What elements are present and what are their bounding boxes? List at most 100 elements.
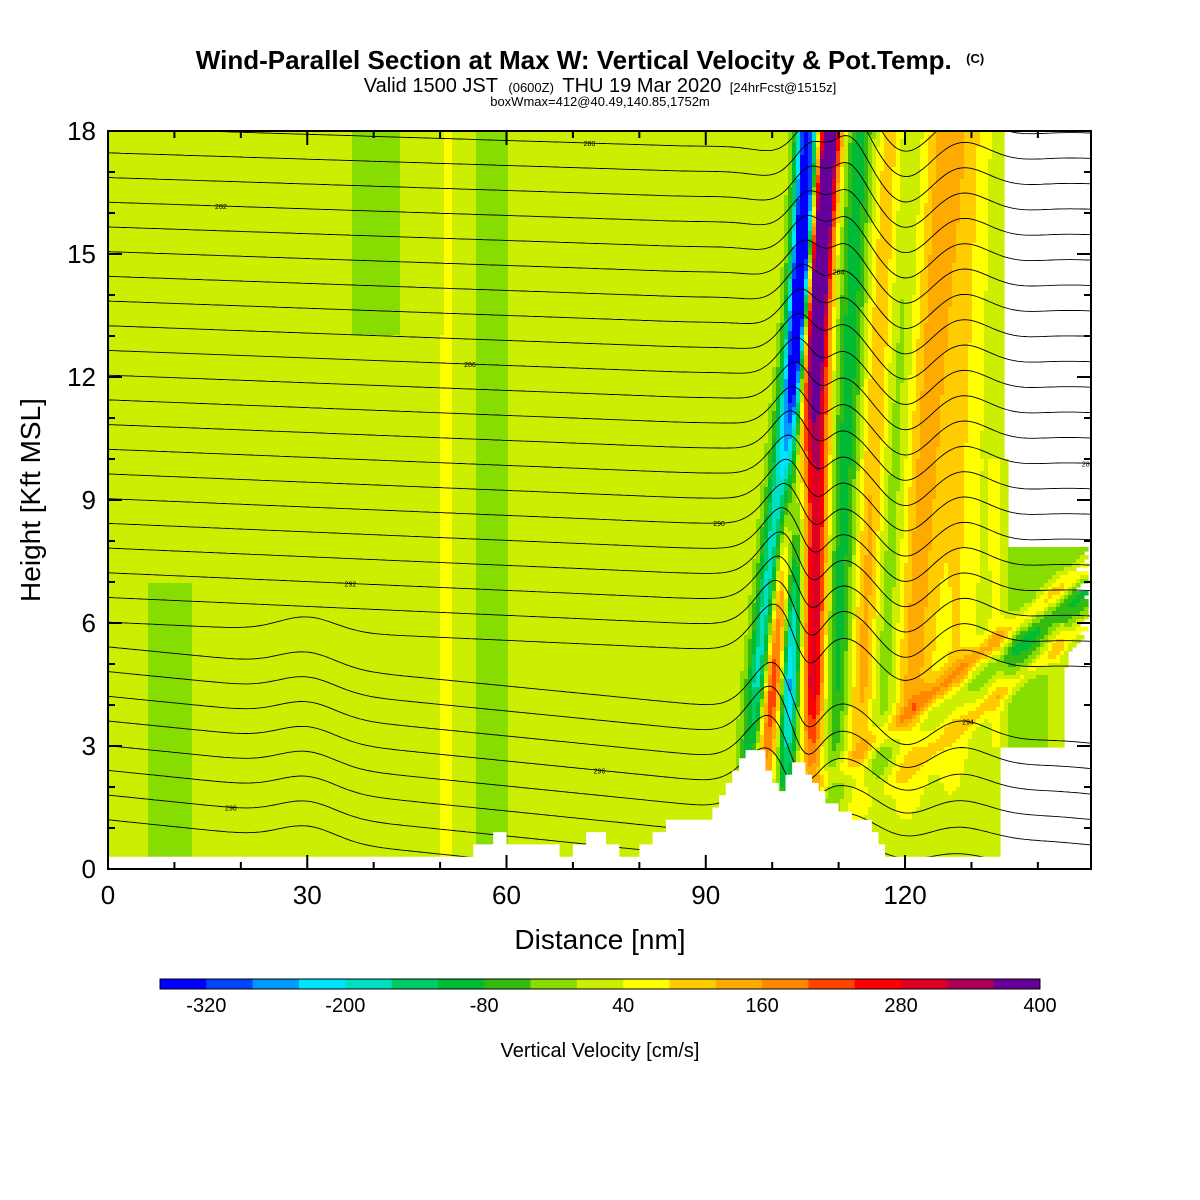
w-field-cell: [852, 415, 857, 420]
w-field-cell: [780, 511, 785, 516]
w-field-cell: [840, 375, 845, 380]
w-field-cell: [936, 447, 965, 452]
w-field-cell: [868, 203, 873, 208]
w-field-cell: [792, 183, 797, 188]
w-field-cell: [860, 543, 869, 548]
w-field-cell: [788, 311, 793, 316]
w-field-cell: [892, 603, 901, 608]
w-field-cell: [932, 211, 961, 216]
w-field-cell: [752, 631, 757, 636]
w-field-cell: [912, 591, 929, 596]
w-field-cell: [852, 559, 857, 564]
w-field-cell: [896, 491, 905, 496]
w-field-cell: [980, 567, 989, 572]
w-field-cell: [792, 479, 797, 484]
w-field-cell: [792, 431, 797, 436]
w-field-cell: [808, 299, 813, 304]
w-field-cell: [508, 555, 757, 560]
w-field-cell: [964, 527, 981, 532]
w-field-cell: [760, 635, 765, 640]
w-field-cell: [808, 283, 813, 288]
w-field-cell: [844, 183, 849, 188]
w-field-cell: [848, 599, 853, 604]
w-field-cell: [812, 579, 821, 584]
w-field-cell: [988, 483, 1001, 488]
w-field-cell: [820, 139, 825, 144]
w-field-cell: [108, 375, 441, 380]
w-field-cell: [864, 483, 881, 488]
w-field-cell: [768, 507, 773, 512]
w-field-cell: [1000, 491, 1009, 496]
w-field-cell: [868, 211, 873, 216]
w-field-cell: [476, 599, 509, 604]
w-field-cell: [772, 583, 777, 588]
w-field-cell: [508, 299, 781, 304]
w-field-cell: [792, 607, 797, 612]
w-field-cell: [924, 339, 949, 344]
w-field-cell: [916, 407, 921, 412]
w-field-cell: [768, 427, 773, 432]
w-field-cell: [764, 599, 769, 604]
w-field-cell: [828, 315, 833, 320]
w-field-cell: [752, 571, 757, 576]
w-field-cell: [776, 407, 781, 412]
w-field-cell: [764, 491, 769, 496]
w-field-cell: [872, 239, 877, 244]
w-field-cell: [920, 207, 925, 212]
w-field-cell: [108, 571, 441, 576]
w-field-cell: [840, 471, 849, 476]
w-field-cell: [892, 239, 897, 244]
w-field-cell: [988, 171, 1005, 176]
w-field-cell: [956, 239, 977, 244]
w-field-cell: [352, 199, 401, 204]
w-field-cell: [476, 135, 509, 140]
w-field-cell: [924, 203, 933, 208]
w-field-cell: [756, 603, 761, 608]
w-field-cell: [904, 519, 909, 524]
w-field-cell: [896, 135, 905, 140]
w-field-cell: [836, 499, 841, 504]
w-field-cell: [808, 483, 813, 488]
w-field-cell: [952, 631, 961, 636]
w-field-cell: [856, 463, 861, 468]
w-field-cell: [844, 271, 849, 276]
w-field-cell: [872, 243, 877, 248]
w-field-cell: [784, 467, 789, 472]
w-field-cell: [440, 555, 453, 560]
w-field-cell: [1028, 607, 1045, 612]
w-field-cell: [760, 559, 765, 564]
w-field-cell: [904, 319, 913, 324]
w-field-cell: [832, 247, 837, 252]
w-field-cell: [108, 315, 353, 320]
w-field-cell: [844, 243, 849, 248]
w-field-cell: [760, 527, 765, 532]
w-field-cell: [856, 355, 861, 360]
w-field-cell: [872, 579, 877, 584]
w-field-cell: [840, 459, 853, 464]
w-field-cell: [836, 331, 841, 336]
w-field-cell: [864, 463, 881, 468]
w-field-cell: [864, 199, 869, 204]
w-field-cell: [836, 287, 841, 292]
w-field-cell: [804, 371, 809, 376]
w-field-cell: [992, 611, 1001, 616]
w-field-cell: [1044, 607, 1049, 612]
w-field-cell: [848, 615, 853, 620]
w-field-cell: [476, 523, 509, 528]
w-field-cell: [844, 619, 849, 624]
w-field-cell: [916, 355, 925, 360]
w-field-cell: [772, 591, 777, 596]
w-field-cell: [868, 299, 877, 304]
w-field-cell: [812, 583, 821, 588]
w-field-cell: [776, 555, 781, 560]
w-field-cell: [1068, 619, 1077, 624]
w-field-cell: [832, 591, 837, 596]
w-field-cell: [848, 583, 853, 588]
w-field-cell: [800, 355, 805, 360]
w-field-cell: [352, 251, 401, 256]
w-field-cell: [108, 195, 353, 200]
w-field-cell: [984, 291, 1005, 296]
w-field-cell: [508, 479, 765, 484]
w-field-cell: [908, 391, 917, 396]
w-field-cell: [108, 167, 353, 172]
